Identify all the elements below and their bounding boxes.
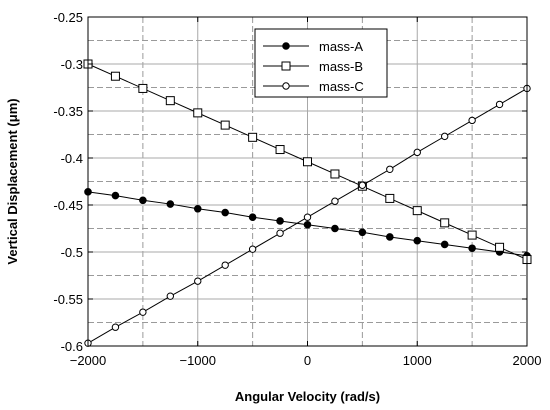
- data-point-mass-a: [440, 240, 449, 249]
- data-point-mass-a: [248, 213, 257, 222]
- data-point-mass-b: [110, 71, 120, 81]
- data-point-mass-a: [358, 228, 367, 237]
- data-point-mass-c: [386, 165, 394, 173]
- data-point-mass-c: [495, 100, 504, 109]
- data-point-mass-c: [111, 323, 120, 331]
- data-point-mass-b: [495, 242, 505, 252]
- data-point-mass-b: [165, 96, 175, 106]
- data-point-mass-b: [385, 193, 395, 203]
- data-point-mass-b: [303, 157, 312, 167]
- data-point-mass-a: [111, 191, 120, 200]
- data-point-mass-a: [221, 208, 229, 217]
- data-point-mass-b: [330, 169, 340, 179]
- x-axis-title: Angular Velocity (rad/s): [235, 389, 380, 404]
- data-point-mass-c: [194, 277, 202, 285]
- y-tick-label: -0.6: [61, 339, 83, 354]
- x-tick-label: 0: [304, 353, 311, 368]
- data-point-mass-a: [331, 224, 339, 233]
- data-point-mass-a: [276, 217, 284, 225]
- data-point-mass-c: [139, 308, 147, 316]
- y-tick-label: -0.4: [61, 151, 83, 166]
- data-point-mass-b: [138, 83, 148, 93]
- data-point-mass-b: [248, 132, 258, 142]
- x-tick-label: 2000: [513, 353, 542, 368]
- data-point-mass-c: [468, 116, 476, 125]
- data-point-mass-b: [412, 206, 422, 216]
- y-tick-label: -0.35: [53, 104, 83, 119]
- legend-label-mass-b: mass-B: [319, 59, 363, 74]
- y-tick-label: -0.5: [61, 245, 83, 260]
- data-point-mass-b: [440, 218, 450, 228]
- y-tick-label: -0.25: [53, 10, 83, 25]
- legend-marker-mass-a: [282, 42, 290, 50]
- legend-label-mass-c: mass-C: [319, 79, 364, 94]
- x-tick-label: 1000: [403, 353, 432, 368]
- data-point-mass-c: [303, 213, 312, 221]
- legend: mass-A mass-B mass-C: [254, 28, 388, 98]
- data-point-mass-c: [276, 229, 284, 237]
- data-point-mass-a: [468, 244, 476, 253]
- data-point-mass-a: [166, 200, 175, 208]
- series-layer: [83, 59, 532, 347]
- x-tick-label: −2000: [70, 353, 107, 368]
- data-point-mass-c: [331, 197, 339, 205]
- legend-label-mass-a: mass-A: [319, 39, 363, 54]
- x-tick-label: −1000: [179, 353, 216, 368]
- legend-marker-mass-b: [281, 61, 291, 71]
- y-tick-label: -0.45: [53, 198, 83, 213]
- data-point-mass-a: [139, 196, 147, 205]
- data-point-mass-c: [440, 132, 449, 141]
- series-mass-c: [84, 84, 531, 347]
- data-point-mass-a: [303, 220, 312, 229]
- y-axis-title: Vertical Displacement (μm): [5, 98, 20, 264]
- ticks: −2000 −1000 0 1000 2000 -0.6 -0.55 -0.5 -0.45 -0.…: [53, 10, 541, 368]
- data-point-mass-a: [413, 236, 422, 245]
- data-point-mass-c: [221, 261, 229, 269]
- data-point-mass-c: [248, 245, 257, 253]
- data-point-mass-b: [220, 120, 230, 130]
- data-point-mass-a: [193, 204, 202, 213]
- data-point-mass-a: [386, 233, 394, 241]
- y-tick-label: -0.3: [61, 57, 83, 72]
- data-point-mass-b: [193, 108, 203, 118]
- data-point-mass-c: [413, 148, 421, 157]
- data-point-mass-c: [166, 292, 175, 300]
- data-point-mass-c: [358, 181, 367, 189]
- data-point-mass-b: [275, 145, 285, 155]
- legend-marker-mass-c: [282, 82, 290, 90]
- y-tick-label: -0.55: [53, 292, 83, 307]
- data-point-mass-b: [467, 230, 477, 240]
